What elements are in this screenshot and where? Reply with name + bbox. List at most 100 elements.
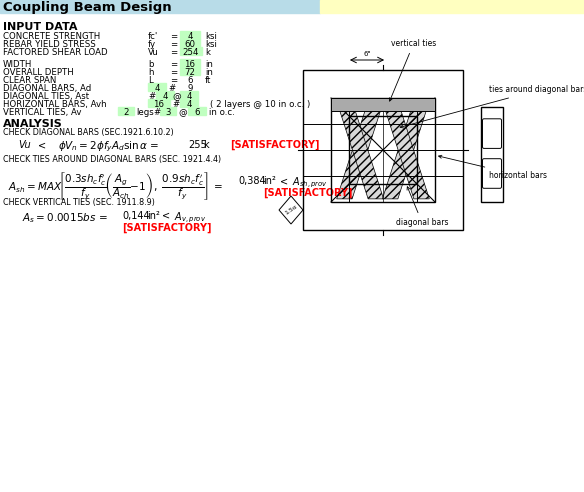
Bar — [180, 99, 198, 107]
Bar — [180, 67, 200, 75]
Bar — [160, 107, 176, 115]
Text: =: = — [170, 68, 178, 77]
Text: OVERALL DEPTH: OVERALL DEPTH — [3, 68, 74, 77]
Text: $A_s = 0.0015bs$ =: $A_s = 0.0015bs$ = — [22, 211, 107, 225]
Text: ANALYSIS: ANALYSIS — [3, 119, 62, 129]
Text: =: = — [170, 48, 178, 57]
Text: 254: 254 — [183, 48, 199, 57]
Bar — [0, 0, 320, 13]
Bar — [148, 99, 170, 107]
Text: $A_{sh,prov}$: $A_{sh,prov}$ — [292, 176, 328, 190]
Text: WIDTH: WIDTH — [3, 60, 32, 69]
Text: CHECK TIES AROUND DIAGONAL BARS (SEC. 1921.4.4): CHECK TIES AROUND DIAGONAL BARS (SEC. 19… — [3, 155, 221, 164]
Text: in o.c.: in o.c. — [209, 108, 235, 117]
Bar — [118, 107, 134, 115]
Text: fc': fc' — [148, 32, 158, 41]
Text: <: < — [280, 176, 288, 186]
Text: $\phi V_n = 2\phi f_y A_d \sin\alpha$ =: $\phi V_n = 2\phi f_y A_d \sin\alpha$ = — [58, 140, 159, 154]
Bar — [331, 98, 435, 111]
Text: @: @ — [178, 108, 187, 117]
Text: =: = — [170, 40, 178, 49]
Text: 4: 4 — [154, 84, 160, 93]
Text: 6: 6 — [187, 76, 193, 85]
Text: ksi: ksi — [205, 32, 217, 41]
Text: 3: 3 — [165, 108, 171, 117]
Bar — [331, 98, 435, 202]
Bar — [180, 39, 200, 47]
Text: [SATISFACTORY]: [SATISFACTORY] — [122, 223, 211, 233]
Bar — [180, 59, 200, 67]
Text: 255: 255 — [188, 140, 207, 150]
Text: diagonal bars: diagonal bars — [396, 186, 449, 227]
Text: in²: in² — [263, 176, 276, 186]
Text: [SATISFACTORY]: [SATISFACTORY] — [263, 188, 353, 198]
Text: CHECK DIAGONAL BARS (SEC.1921.6.10.2): CHECK DIAGONAL BARS (SEC.1921.6.10.2) — [3, 128, 174, 137]
Bar — [180, 91, 198, 99]
Text: @: @ — [172, 92, 181, 101]
Text: CONCRETE STRENGTH: CONCRETE STRENGTH — [3, 32, 100, 41]
Text: 4: 4 — [162, 92, 168, 101]
Text: ties around diagonal bars: ties around diagonal bars — [400, 86, 584, 128]
Bar — [180, 31, 200, 39]
Polygon shape — [336, 101, 384, 199]
Text: DIAGONAL TIES, Ast: DIAGONAL TIES, Ast — [3, 92, 89, 101]
Text: 6: 6 — [194, 108, 200, 117]
Bar — [188, 107, 206, 115]
Text: 1.5α: 1.5α — [284, 204, 298, 216]
Text: h: h — [148, 68, 154, 77]
Text: 60: 60 — [185, 40, 196, 49]
Text: <: < — [38, 140, 46, 150]
Text: vertical ties: vertical ties — [390, 39, 436, 101]
Text: fy: fy — [148, 40, 156, 49]
Text: k: k — [205, 48, 210, 57]
Text: [SATISFACTORY]: [SATISFACTORY] — [230, 140, 319, 150]
Text: FACTORED SHEAR LOAD: FACTORED SHEAR LOAD — [3, 48, 107, 57]
Text: #: # — [148, 92, 155, 101]
Text: Coupling Beam Design: Coupling Beam Design — [3, 0, 172, 13]
Text: $A_{v,prov}$: $A_{v,prov}$ — [174, 211, 206, 225]
Text: #: # — [153, 108, 160, 117]
Text: b: b — [148, 60, 154, 69]
Text: 72: 72 — [185, 68, 196, 77]
Text: 4: 4 — [186, 100, 192, 109]
Bar — [180, 47, 202, 55]
Bar — [349, 116, 417, 184]
Text: in: in — [205, 68, 213, 77]
Text: =: = — [170, 60, 178, 69]
Text: $A_{sh} = MAX\!\left[\dfrac{0.3s h_c f_c^\prime}{f_y}\!\left(\dfrac{A_g}{A_{ch}}: $A_{sh} = MAX\!\left[\dfrac{0.3s h_c f_c… — [8, 170, 223, 202]
Bar — [156, 91, 174, 99]
Text: 16: 16 — [185, 60, 196, 69]
Bar — [320, 0, 584, 13]
Text: L: L — [148, 76, 153, 85]
Bar — [148, 83, 166, 91]
Text: 4: 4 — [187, 32, 193, 41]
Text: k: k — [203, 140, 208, 150]
Text: ft: ft — [205, 76, 211, 85]
Text: 2: 2 — [123, 108, 128, 117]
Text: <: < — [162, 211, 170, 221]
Text: legs: legs — [136, 108, 154, 117]
Polygon shape — [383, 101, 429, 199]
Text: in: in — [205, 60, 213, 69]
Text: INPUT DATA: INPUT DATA — [3, 22, 78, 32]
Text: #: # — [168, 84, 175, 93]
Bar — [481, 107, 503, 202]
Polygon shape — [383, 101, 429, 199]
Text: CHECK VERTICAL TIES (SEC. 1911.8.9): CHECK VERTICAL TIES (SEC. 1911.8.9) — [3, 198, 155, 207]
Text: 0,384: 0,384 — [238, 176, 266, 186]
Bar — [303, 70, 463, 230]
Text: 9: 9 — [187, 84, 193, 93]
Polygon shape — [336, 101, 384, 199]
Text: ksi: ksi — [205, 40, 217, 49]
Text: 6": 6" — [363, 51, 371, 57]
Text: 0,144: 0,144 — [122, 211, 150, 221]
Text: CLEAR SPAN: CLEAR SPAN — [3, 76, 57, 85]
Text: HORIZONTAL BARS, Avh: HORIZONTAL BARS, Avh — [3, 100, 107, 109]
Text: 16: 16 — [154, 100, 165, 109]
Text: horizontal bars: horizontal bars — [439, 155, 547, 180]
Text: DIAGONAL BARS, Ad: DIAGONAL BARS, Ad — [3, 84, 91, 93]
Text: REBAR YIELD STRESS: REBAR YIELD STRESS — [3, 40, 96, 49]
Text: ( 2 layers @ 10 in o.c. ): ( 2 layers @ 10 in o.c. ) — [210, 100, 310, 109]
Text: =: = — [170, 76, 178, 85]
Text: #: # — [172, 100, 179, 109]
